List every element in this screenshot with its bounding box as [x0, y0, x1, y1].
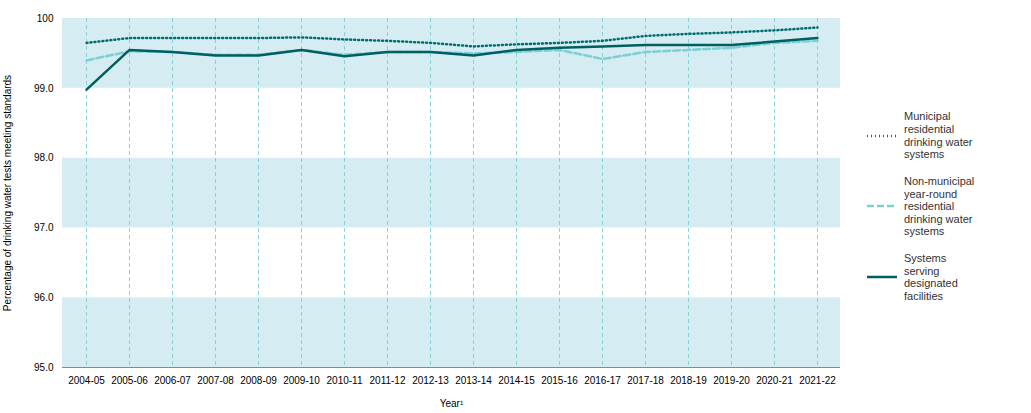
svg-text:2015-16: 2015-16 [541, 375, 578, 386]
svg-text:2005-06: 2005-06 [111, 375, 148, 386]
svg-text:2008-09: 2008-09 [240, 375, 277, 386]
html-text:Municipal residential drinking: Municipal residential drinking water sys… [904, 110, 973, 161]
svg-text:97.0: 97.0 [34, 222, 54, 233]
svg-text:2010-11: 2010-11 [327, 375, 363, 386]
svg-text:95.0: 95.0 [34, 362, 54, 373]
svg-text:2021-22: 2021-22 [799, 375, 836, 386]
svg-text:2007-08: 2007-08 [197, 375, 234, 386]
svg-text:98.0: 98.0 [34, 152, 54, 163]
svg-text:2020-21: 2020-21 [756, 375, 793, 386]
svg-text:2013-14: 2013-14 [455, 375, 492, 386]
svg-text:2004-05: 2004-05 [68, 375, 105, 386]
svg-text:99.0: 99.0 [34, 83, 54, 94]
svg-text:96.0: 96.0 [34, 292, 54, 303]
svg-text:2006-07: 2006-07 [154, 375, 191, 386]
svg-text:2019-20: 2019-20 [713, 375, 750, 386]
svg-text:Percentage of drinking water t: Percentage of drinking water tests meeti… [2, 75, 13, 311]
svg-text:2012-13: 2012-13 [412, 375, 449, 386]
html-text:Systems serving designated fac: Systems serving designated facilities [904, 252, 958, 302]
svg-text:2009-10: 2009-10 [283, 375, 320, 386]
svg-text:2014-15: 2014-15 [498, 375, 535, 386]
svg-text:2018-19: 2018-19 [670, 375, 707, 386]
svg-text:2017-18: 2017-18 [627, 375, 664, 386]
svg-text:Year¹: Year¹ [440, 398, 464, 409]
html-text:Non-municipal year-round resid: Non-municipal year-round residential dri… [904, 174, 975, 238]
svg-text:2011-12: 2011-12 [370, 375, 406, 386]
svg-text:100: 100 [37, 13, 54, 24]
svg-text:2016-17: 2016-17 [584, 375, 621, 386]
